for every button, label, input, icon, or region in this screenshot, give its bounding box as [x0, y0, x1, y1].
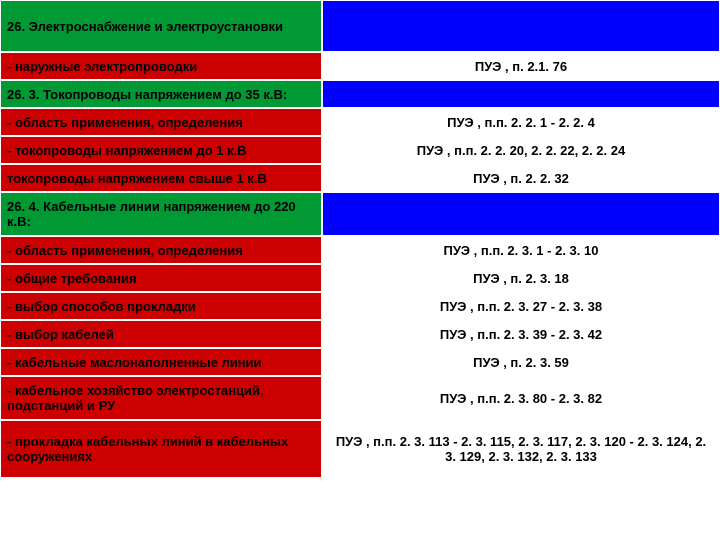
row-topic: - выбор кабелей: [0, 320, 322, 348]
regulation-table: 26. Электроснабжение и электроустановки-…: [0, 0, 720, 478]
table-row: - общие требованияПУЭ , п. 2. 3. 18: [0, 264, 720, 292]
row-reference: ПУЭ , п.п. 2. 3. 80 - 2. 3. 82: [322, 376, 720, 420]
table-row: - выбор способов прокладкиПУЭ , п.п. 2. …: [0, 292, 720, 320]
table-row: - выбор кабелейПУЭ , п.п. 2. 3. 39 - 2. …: [0, 320, 720, 348]
row-reference: ПУЭ , п.п. 2. 3. 27 - 2. 3. 38: [322, 292, 720, 320]
row-reference: [322, 80, 720, 108]
row-reference: ПУЭ , п. 2.1. 76: [322, 52, 720, 80]
table-row: - прокладка кабельных линий в кабельных …: [0, 420, 720, 478]
row-reference: [322, 192, 720, 236]
row-reference: ПУЭ , п.п. 2. 3. 1 - 2. 3. 10: [322, 236, 720, 264]
row-topic: - область применения, определения: [0, 108, 322, 136]
row-topic: токопроводы напряжением свыше 1 к.В: [0, 164, 322, 192]
table-row: токопроводы напряжением свыше 1 к.ВПУЭ ,…: [0, 164, 720, 192]
row-topic: - наружные электропроводки: [0, 52, 322, 80]
table-row: - наружные электропроводкиПУЭ , п. 2.1. …: [0, 52, 720, 80]
row-reference: ПУЭ , п. 2. 3. 18: [322, 264, 720, 292]
row-topic: - кабельное хозяйство электростанций, по…: [0, 376, 322, 420]
table-row: - токопроводы напряжением до 1 к.ВПУЭ , …: [0, 136, 720, 164]
table-row: 26. Электроснабжение и электроустановки: [0, 0, 720, 52]
row-reference: ПУЭ , п.п. 2. 2. 1 - 2. 2. 4: [322, 108, 720, 136]
table-row: 26. 4. Кабельные линии напряжением до 22…: [0, 192, 720, 236]
row-topic: - общие требования: [0, 264, 322, 292]
row-topic: 26. 4. Кабельные линии напряжением до 22…: [0, 192, 322, 236]
row-reference: ПУЭ , п. 2. 3. 59: [322, 348, 720, 376]
table-row: - область применения, определенияПУЭ , п…: [0, 236, 720, 264]
row-topic: 26. Электроснабжение и электроустановки: [0, 0, 322, 52]
row-topic: - выбор способов прокладки: [0, 292, 322, 320]
row-topic: - токопроводы напряжением до 1 к.В: [0, 136, 322, 164]
row-reference: ПУЭ , п.п. 2. 2. 20, 2. 2. 22, 2. 2. 24: [322, 136, 720, 164]
table-row: - кабельное хозяйство электростанций, по…: [0, 376, 720, 420]
row-topic: - кабельные маслонаполненные линии: [0, 348, 322, 376]
table-row: - кабельные маслонаполненные линииПУЭ , …: [0, 348, 720, 376]
row-reference: ПУЭ , п. 2. 2. 32: [322, 164, 720, 192]
row-reference: [322, 0, 720, 52]
table-row: - область применения, определенияПУЭ , п…: [0, 108, 720, 136]
row-reference: ПУЭ , п.п. 2. 3. 113 - 2. 3. 115, 2. 3. …: [322, 420, 720, 478]
table-row: 26. 3. Токопроводы напряжением до 35 к.В…: [0, 80, 720, 108]
row-topic: 26. 3. Токопроводы напряжением до 35 к.В…: [0, 80, 322, 108]
row-topic: - область применения, определения: [0, 236, 322, 264]
row-reference: ПУЭ , п.п. 2. 3. 39 - 2. 3. 42: [322, 320, 720, 348]
row-topic: - прокладка кабельных линий в кабельных …: [0, 420, 322, 478]
